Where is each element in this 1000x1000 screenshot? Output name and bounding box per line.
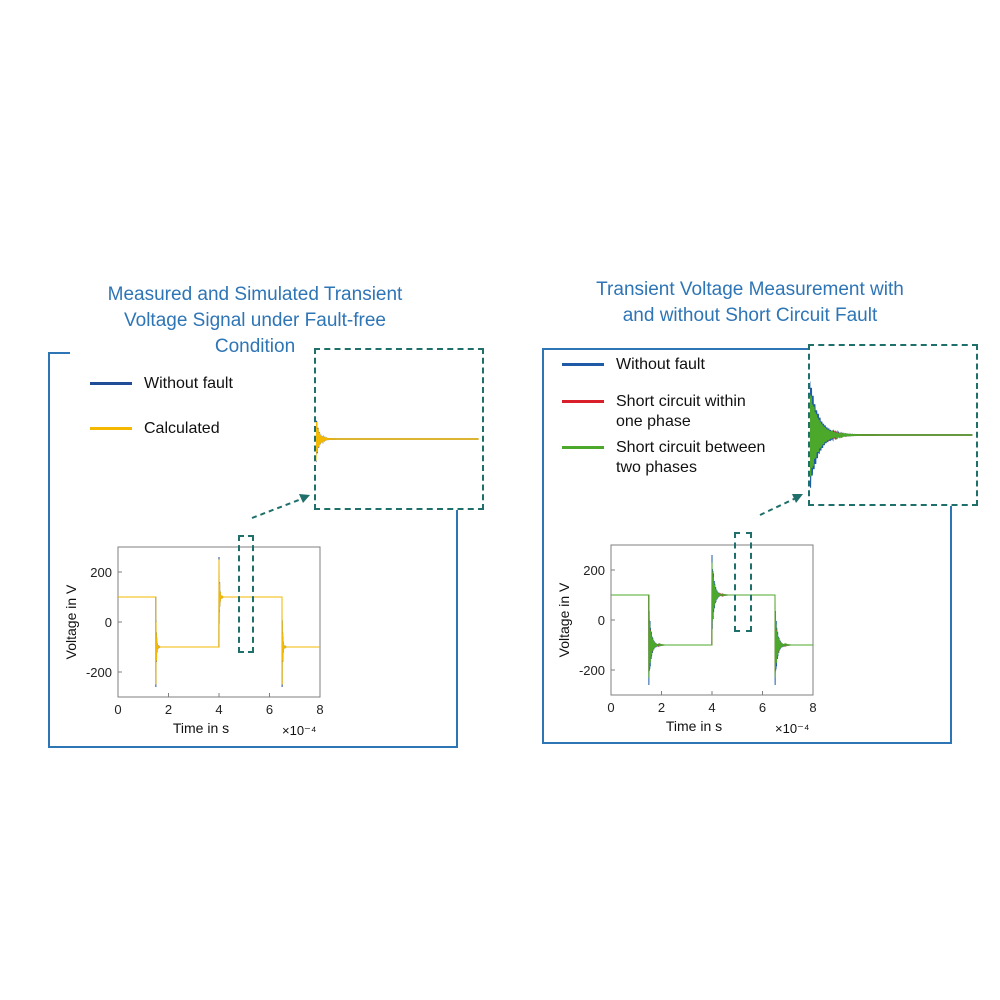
right-zoom-inset	[808, 344, 978, 506]
left-xtick-label: 0	[114, 702, 121, 717]
legend-item-sc-one-phase: Short circuit within one phase	[562, 392, 746, 432]
left-zoom-plot	[316, 420, 479, 463]
legend-label-sc-one-phase: Short circuit within one phase	[616, 393, 746, 430]
left-ylabel: Voltage in V	[63, 584, 79, 659]
legend-line-sc-one-phase	[562, 400, 604, 403]
left-xtick-label: 6	[266, 702, 273, 717]
right-panel-frame	[542, 348, 952, 744]
left-zoom-inset	[314, 348, 484, 510]
legend-item-calculated: Calculated	[90, 419, 220, 439]
legend-item-without-fault-2: Without fault	[562, 355, 705, 375]
legend-label-without-fault: Without fault	[144, 375, 233, 392]
right-xtick-label: 0	[607, 700, 614, 715]
right-xtick-label: 2	[658, 700, 665, 715]
legend-label-calculated: Calculated	[144, 420, 220, 437]
right-xtick-label: 8	[809, 700, 816, 715]
right-xlabel: Time in s	[666, 718, 722, 734]
legend-line-without-fault	[90, 382, 132, 385]
right-ylabel: Voltage in V	[556, 582, 572, 657]
left-frame-top-stub	[48, 352, 70, 354]
legend-line-calculated	[90, 427, 132, 430]
left-ytick-label: -200	[86, 665, 112, 680]
right-zoom-window-marker	[734, 532, 752, 632]
right-x-scale: ×10⁻⁴	[775, 721, 810, 736]
left-ytick-label: 200	[90, 565, 112, 580]
right-series-2	[611, 562, 813, 678]
left-panel-title: Measured and Simulated Transient Voltage…	[107, 284, 403, 357]
right-xtick-label: 6	[759, 700, 766, 715]
right-panel-title: Transient Voltage Measurement with and w…	[596, 279, 904, 326]
right-zoom-plot	[810, 381, 973, 488]
left-ytick-label: 0	[105, 615, 112, 630]
legend-label-without-fault-2: Without fault	[616, 356, 705, 373]
left-xlabel: Time in s	[173, 720, 229, 736]
legend-line-sc-two-phases	[562, 446, 604, 449]
right-zoom-series-2	[810, 394, 973, 481]
left-x-scale: ×10⁻⁴	[282, 723, 317, 738]
left-xtick-label: 4	[215, 702, 222, 717]
right-ytick-label: -200	[579, 663, 605, 678]
legend-line-without-fault-2	[562, 363, 604, 366]
right-xtick-label: 4	[708, 700, 715, 715]
left-chart: 0 2 4 6 8 200 0 -200 Time in s ×10⁻⁴ Voltage in V	[63, 546, 324, 738]
right-chart: 0 2 4 6 8 200 0 -200 Time in s ×10⁻⁴ Voltage in V	[556, 544, 817, 736]
left-series-1	[118, 559, 320, 685]
left-zoom-window-marker	[238, 535, 254, 653]
legend-item-sc-two-phases: Short circuit between two phases	[562, 438, 765, 478]
left-panel-frame	[48, 352, 458, 748]
left-zoom-series-1	[316, 421, 479, 461]
legend-item-without-fault: Without fault	[90, 374, 233, 394]
legend-label-sc-two-phases: Short circuit between two phases	[616, 439, 766, 476]
right-ytick-label: 200	[583, 563, 605, 578]
left-xtick-label: 8	[316, 702, 323, 717]
right-ytick-label: 0	[598, 613, 605, 628]
left-xtick-label: 2	[165, 702, 172, 717]
